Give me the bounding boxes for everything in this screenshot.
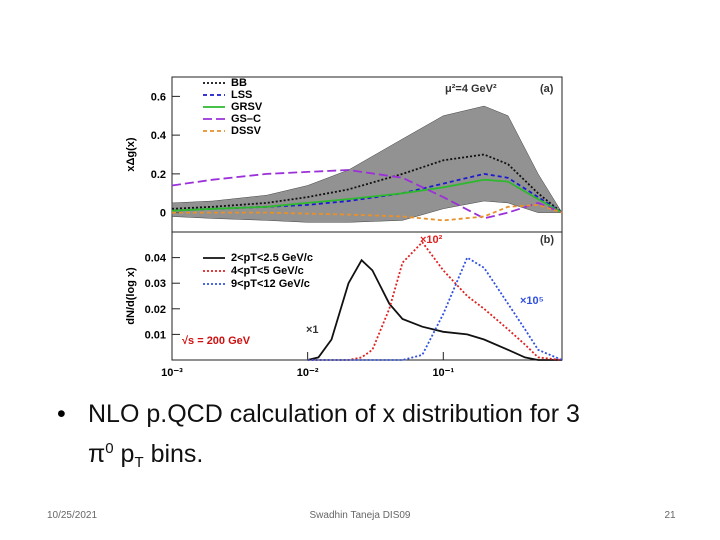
x-tick-label: 10⁻² xyxy=(297,367,319,379)
legend-label: BB xyxy=(231,77,247,89)
annotation: ×10⁵ xyxy=(520,295,544,307)
footer-author: Swadhin Taneja DIS09 xyxy=(310,510,411,521)
y-tick-label: 0.6 xyxy=(151,91,166,103)
legend-label: GS–C xyxy=(231,113,261,125)
plot-area xyxy=(171,231,563,361)
series-line xyxy=(307,256,563,361)
annotation: ×1 xyxy=(306,324,319,336)
y-axis-title: xΔg(x) xyxy=(125,137,137,172)
bullet-part: 0 xyxy=(105,440,113,457)
uncertainty-band xyxy=(171,105,563,223)
legend-label: DSSV xyxy=(231,125,262,137)
y-axis-title: dN/d(log x) xyxy=(125,267,137,325)
legend-label: 9<pT<12 GeV/c xyxy=(231,278,310,290)
annotation: (b) xyxy=(540,234,554,246)
bullet-dot: • xyxy=(57,400,66,428)
y-tick-label: 0.01 xyxy=(145,329,166,341)
legend-label: 4<pT<5 GeV/c xyxy=(231,265,304,277)
annotation: ×10² xyxy=(420,234,443,246)
annotation: μ²=4 GeV² xyxy=(445,83,497,95)
series-line xyxy=(171,169,563,220)
panel: 0.01 0.02 0.03 0.04 10⁻³ 10⁻² 10⁻¹ dN/d(log x) 2… xyxy=(125,231,563,379)
bullet-part: T xyxy=(134,454,143,471)
bullet-line-1: NLO p.QCD calculation of x distribution … xyxy=(88,400,580,428)
legend-label: LSS xyxy=(231,89,252,101)
series-line xyxy=(171,153,563,214)
y-tick-label: 0.2 xyxy=(151,169,166,181)
legend-label: GRSV xyxy=(231,101,263,113)
footer-date: 10/25/2021 xyxy=(47,510,97,521)
bullet-part: π xyxy=(88,440,105,468)
series-line xyxy=(171,178,563,214)
x-tick-label: 10⁻¹ xyxy=(432,367,454,379)
annotation: (a) xyxy=(540,83,554,95)
y-tick-label: 0.4 xyxy=(151,130,167,142)
y-tick-label: 0.02 xyxy=(145,304,166,316)
y-tick-label: 0.04 xyxy=(145,253,167,265)
bullet-part: p xyxy=(114,440,135,468)
x-tick-label: 10⁻³ xyxy=(161,367,183,379)
bullet-line-2: π0 pT bins. xyxy=(88,440,203,471)
y-tick-label: 0.03 xyxy=(145,278,166,290)
annotation: √s = 200 GeV xyxy=(182,335,251,347)
footer-page: 21 xyxy=(664,510,676,521)
series-line xyxy=(307,258,562,361)
y-tick-label: 0 xyxy=(160,208,166,220)
legend-label: 2<pT<2.5 GeV/c xyxy=(231,252,313,264)
bullet-part: bins. xyxy=(144,440,204,468)
